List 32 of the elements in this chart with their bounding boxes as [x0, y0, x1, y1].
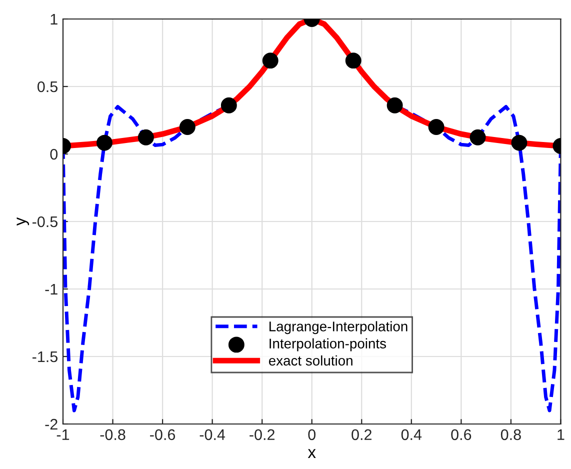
legend-label: Lagrange-Interpolation — [270, 321, 408, 334]
x-tick-label: -0.8 — [100, 429, 126, 440]
y-tick-label: 0 — [50, 148, 58, 160]
x-tick-label: 0.8 — [500, 429, 521, 440]
point — [138, 129, 154, 146]
y-axis-title: y — [16, 217, 30, 226]
point — [220, 97, 237, 114]
y-tick-label: 0.5 — [38, 81, 58, 92]
point — [470, 129, 486, 146]
point — [262, 52, 278, 69]
point — [428, 119, 444, 135]
legend-label: Interpolation-points — [270, 338, 386, 352]
x-tick-label: 0 — [308, 429, 316, 440]
x-tick-label: -0.2 — [250, 429, 274, 440]
legend-label: exact solution — [268, 355, 352, 366]
x-axis-title: x — [308, 449, 316, 458]
y-tick-label: -2 — [45, 418, 58, 430]
point — [179, 119, 196, 135]
x-tick-label: -0.6 — [150, 429, 176, 440]
x-tick-label: -0.4 — [200, 429, 226, 440]
y-tick-label: -1.5 — [32, 352, 58, 362]
x-tick-label: 0.6 — [451, 429, 472, 440]
y-tick-label: 1 — [50, 14, 58, 25]
point — [345, 52, 362, 69]
x-tick-label: 0.2 — [352, 429, 372, 440]
x-tick-label: 0.4 — [401, 429, 422, 440]
y-tick-label: -1 — [45, 284, 58, 295]
x-tick-label: 1 — [558, 429, 564, 440]
point — [511, 134, 528, 151]
point — [386, 97, 403, 114]
y-tick-label: -0.5 — [32, 216, 58, 228]
point — [96, 134, 112, 151]
